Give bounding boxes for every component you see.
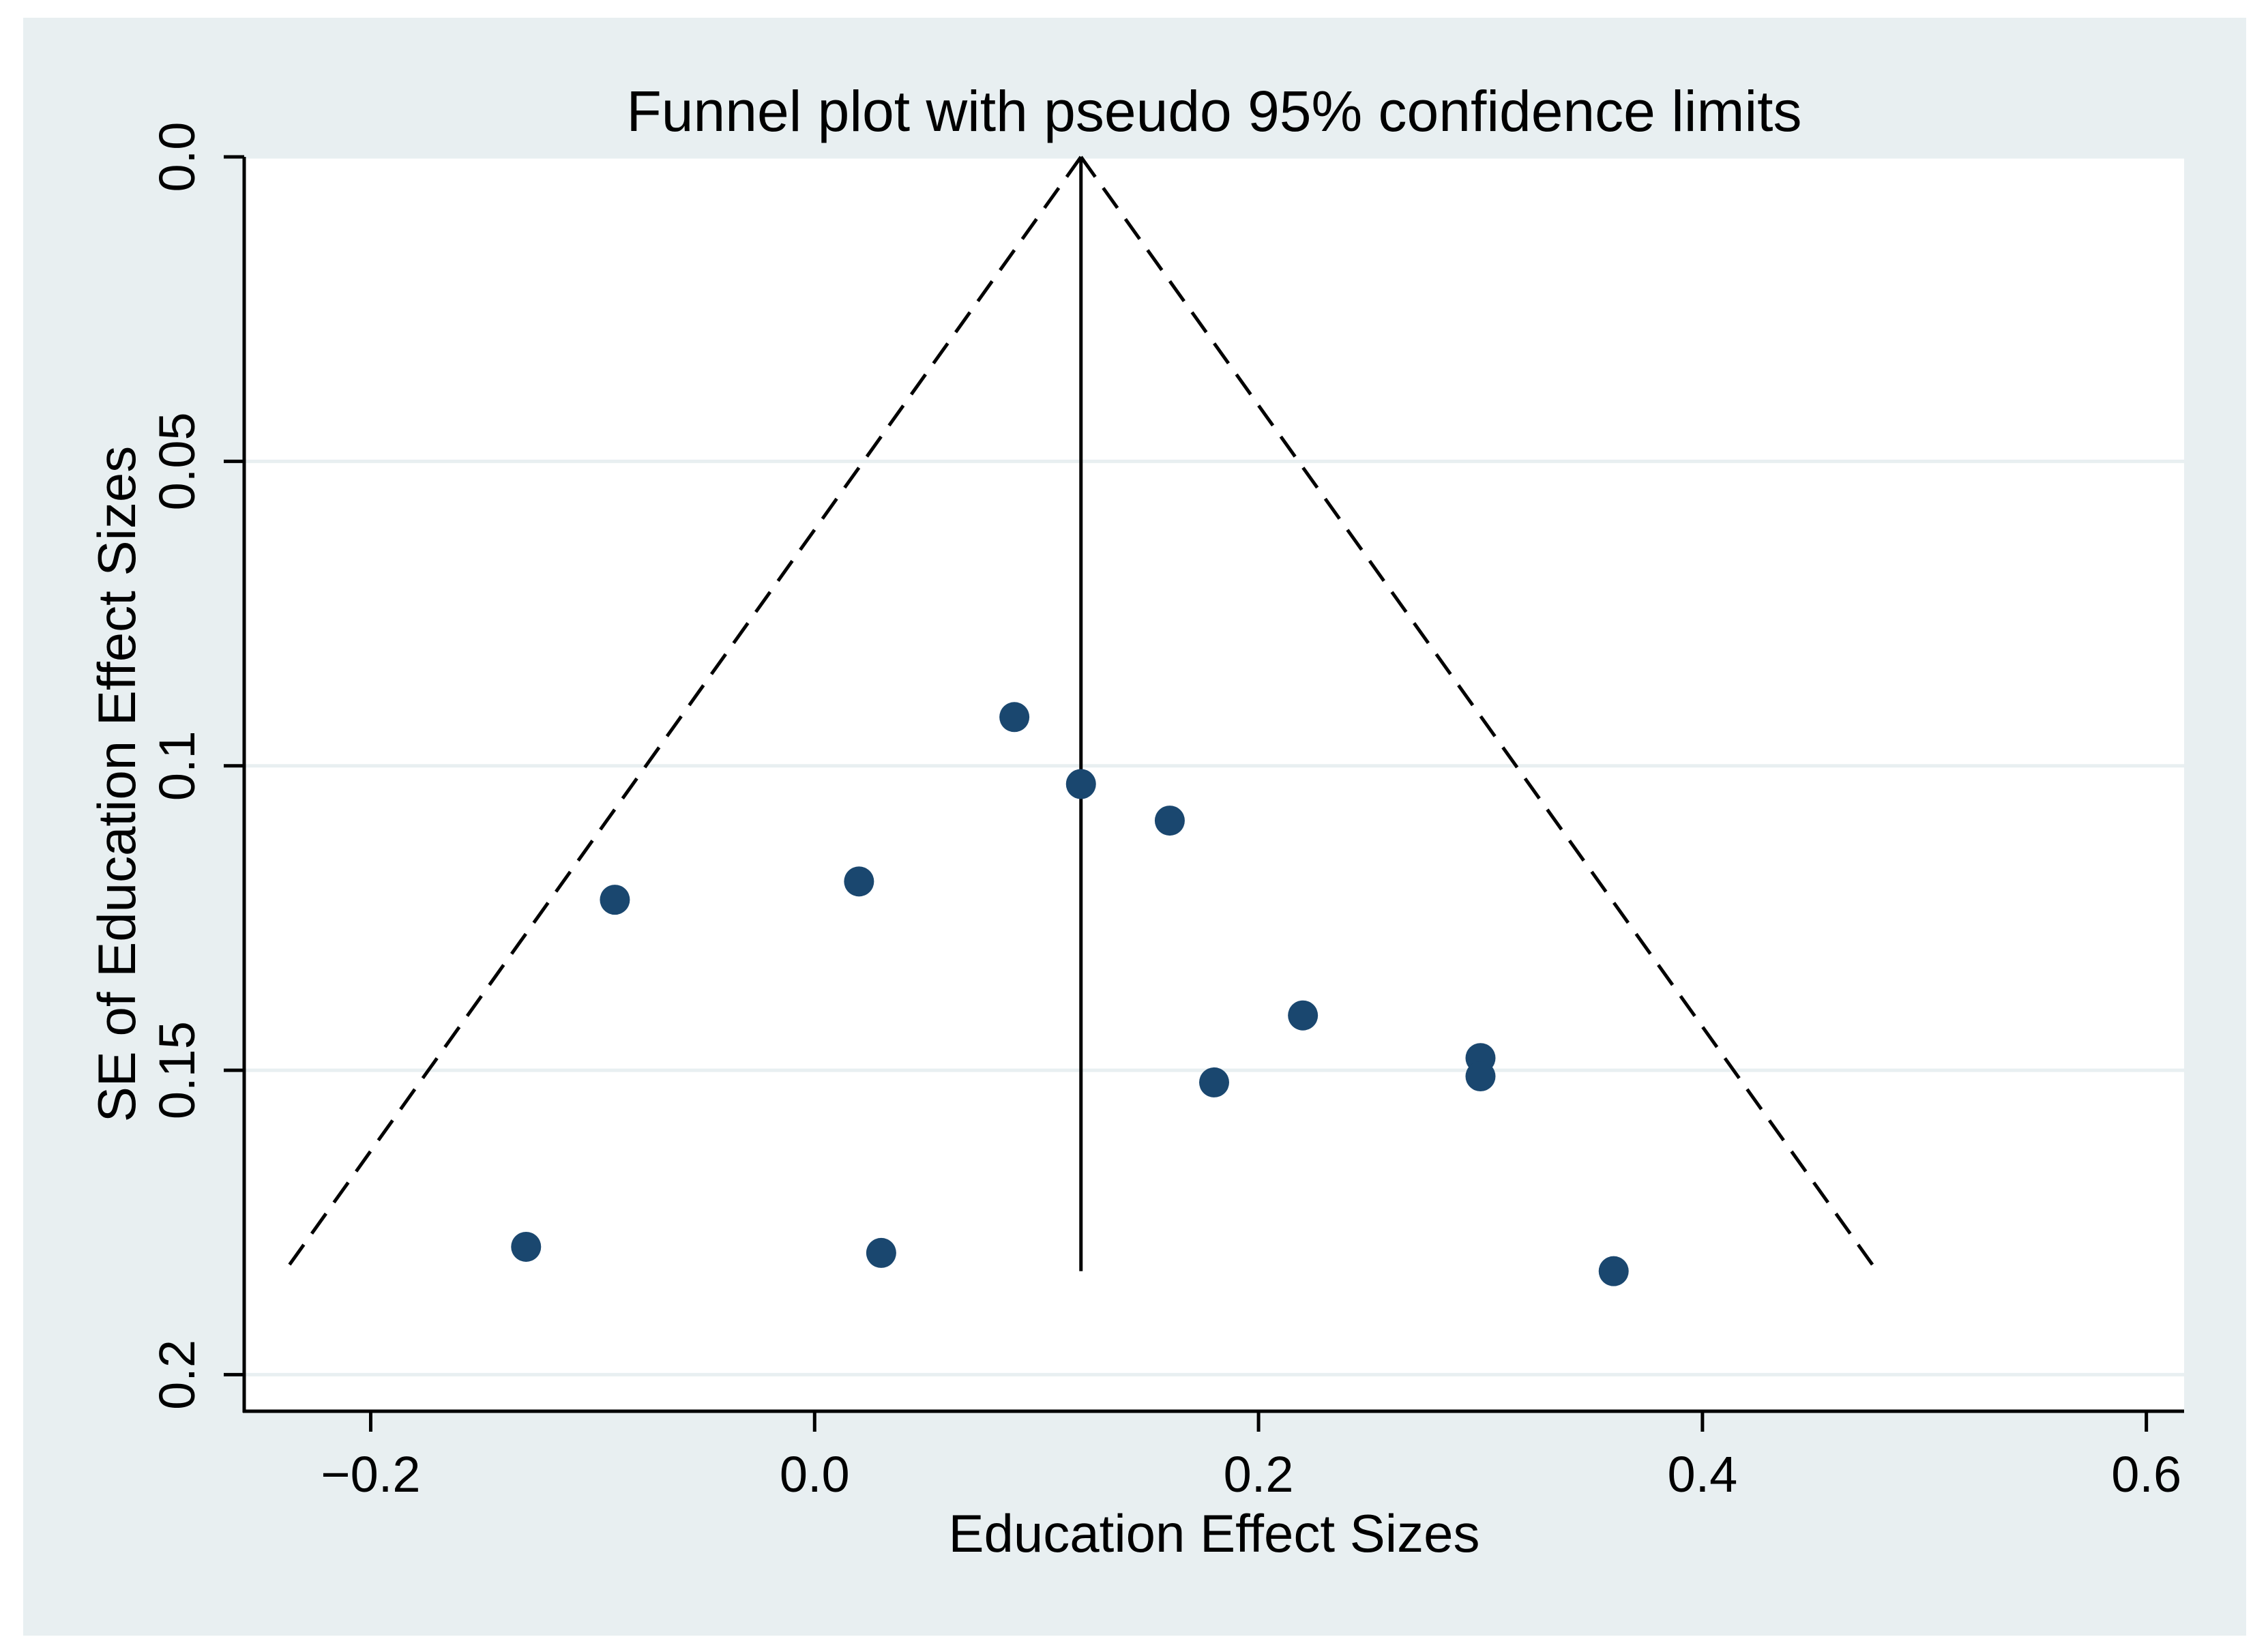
x-tick-label-1: 0.0 (780, 1446, 850, 1503)
axes: −0.2 0.0 0.2 0.4 0.6 0.0 0.05 0.1 0.15 0.2 (149, 122, 2184, 1503)
x-tick-label-4: 0.6 (2111, 1446, 2181, 1503)
data-points (511, 702, 1629, 1286)
x-tick-label-2: 0.2 (1224, 1446, 1294, 1503)
x-tick-label-3: 0.4 (1667, 1446, 1737, 1503)
y-tick-label-4: 0.2 (149, 1340, 205, 1410)
data-point-9 (511, 1231, 542, 1262)
data-point-2 (1154, 806, 1185, 836)
chart-title: Funnel plot with pseudo 95% confidence l… (627, 79, 1802, 143)
y-tick-label-3: 0.15 (149, 1021, 205, 1119)
data-point-0 (999, 702, 1030, 733)
data-point-5 (1288, 1000, 1319, 1031)
data-point-10 (866, 1237, 896, 1268)
plot-area (244, 157, 2184, 1411)
x-tick-label-0: −0.2 (321, 1446, 420, 1503)
data-point-3 (844, 866, 874, 897)
funnel-lines (283, 156, 1879, 1273)
data-point-1 (1065, 769, 1096, 799)
y-axis-title: SE of Education Effect Sizes (87, 446, 147, 1122)
y-tick-label-2: 0.1 (149, 731, 205, 801)
y-tick-label-0: 0.0 (149, 122, 205, 192)
data-point-8 (1199, 1067, 1229, 1097)
data-point-7 (1465, 1061, 1496, 1092)
grid-lines (244, 155, 2184, 1376)
x-axis-title: Education Effect Sizes (948, 1503, 1479, 1563)
data-point-4 (600, 885, 630, 915)
y-tick-label-1: 0.05 (149, 412, 205, 510)
data-point-11 (1598, 1256, 1629, 1286)
